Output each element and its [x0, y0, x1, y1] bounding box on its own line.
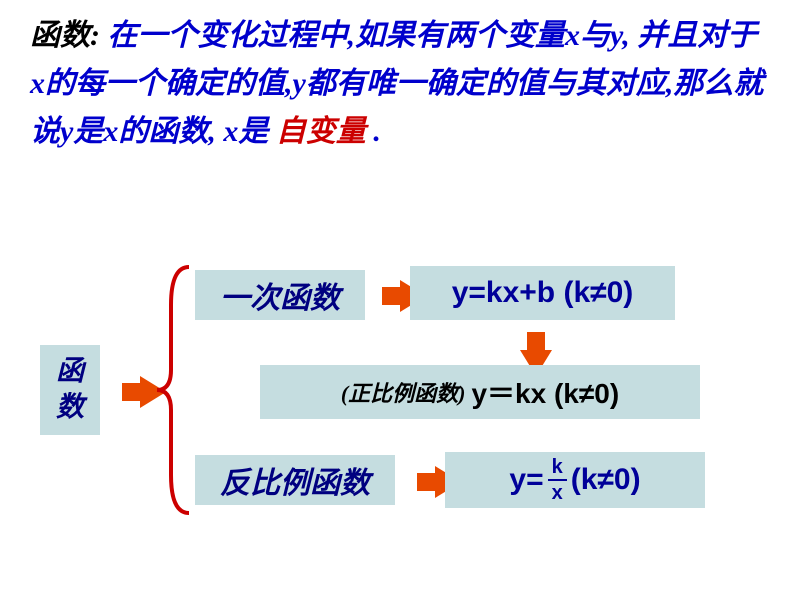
inverse-label-text: 反比例函数 [220, 458, 370, 502]
proportional-equation: y＝kx (k≠0) [471, 372, 619, 412]
linear-label-text: 一次函数 [220, 273, 340, 317]
inverse-function-label: 反比例函数 [195, 455, 395, 505]
root-node: 函 数 [40, 345, 100, 435]
brace-icon [155, 265, 195, 515]
fraction: k x [548, 457, 567, 503]
linear-function-equation: y=kx+b (k≠0) [410, 266, 675, 320]
inverse-eq-suffix: (k≠0) [571, 463, 641, 497]
root-line1: 函 [56, 354, 84, 390]
proportional-label: (正比例函数) [341, 376, 466, 408]
fraction-denominator: x [552, 481, 563, 503]
function-hierarchy-diagram: 函 数 一次函数 y=kx+b (k≠0) (正比例函数) y＝kx (k≠0)… [0, 260, 794, 596]
definition-body: 在一个变化过程中,如果有两个变量x与y, 并且对于x的每一个确定的值,y都有唯一… [30, 19, 763, 148]
proportional-function: (正比例函数) y＝kx (k≠0) [260, 365, 700, 419]
inverse-eq-prefix: y= [509, 463, 543, 497]
highlight-term: 自变量 [276, 115, 366, 148]
definition-period: . [373, 115, 381, 148]
definition-paragraph: 函数: 在一个变化过程中,如果有两个变量x与y, 并且对于x的每一个确定的值,y… [0, 0, 794, 156]
fraction-numerator: k [548, 457, 567, 481]
root-line2: 数 [56, 390, 84, 426]
linear-eq-text: y=kx+b (k≠0) [452, 276, 634, 310]
linear-function-label: 一次函数 [195, 270, 365, 320]
title-label: 函数: [30, 19, 100, 52]
inverse-function-equation: y= k x (k≠0) [445, 452, 705, 508]
